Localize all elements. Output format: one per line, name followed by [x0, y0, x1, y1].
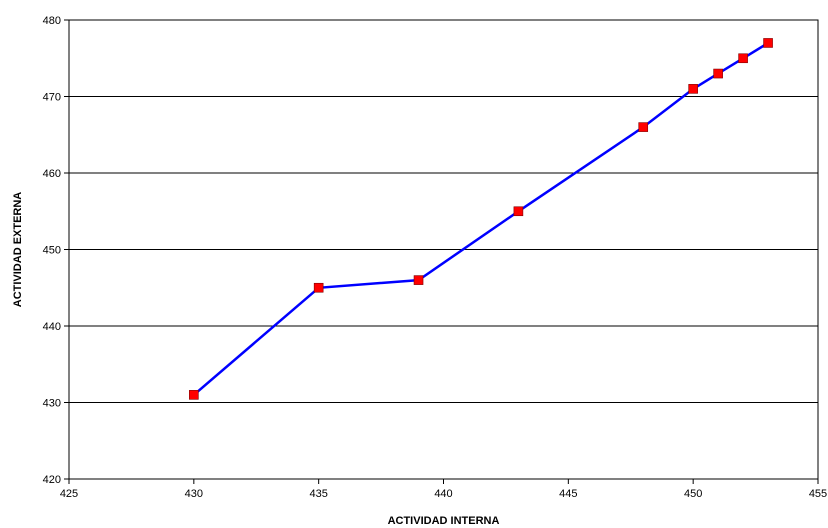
y-axis-ticks: 420 430 440 450 460 470 480 [43, 15, 69, 486]
x-axis-ticks: 425 430 435 440 445 450 455 [60, 479, 827, 500]
data-point-marker [738, 53, 748, 64]
data-point-marker [638, 122, 649, 132]
series-line [192, 41, 769, 396]
x-tick-label: 435 [309, 488, 327, 500]
data-point-marker [513, 206, 524, 217]
data-point-marker [189, 390, 199, 400]
data-point-marker [413, 275, 424, 285]
y-tick-label: 480 [43, 15, 61, 27]
data-point-marker [313, 282, 324, 293]
y-tick-label: 460 [43, 168, 61, 180]
data-markers [189, 38, 773, 400]
data-point-marker [688, 84, 698, 94]
x-axis-title: ACTIVIDAD INTERNA [388, 515, 500, 527]
x-tick-label: 450 [684, 488, 702, 500]
y-tick-label: 430 [43, 398, 61, 410]
x-tick-label: 440 [434, 488, 452, 500]
x-tick-label: 455 [809, 488, 827, 500]
data-point-marker [763, 38, 773, 48]
x-tick-label: 425 [60, 488, 78, 500]
y-axis-title: ACTIVIDAD EXTERNA [12, 192, 24, 308]
y-tick-label: 440 [43, 321, 61, 333]
y-tick-label: 420 [43, 474, 61, 486]
x-tick-label: 430 [185, 488, 203, 500]
data-point-marker [713, 68, 723, 79]
x-tick-label: 445 [559, 488, 577, 500]
y-tick-label: 470 [43, 92, 61, 104]
gridlines [69, 96, 818, 403]
y-tick-label: 450 [43, 245, 61, 257]
